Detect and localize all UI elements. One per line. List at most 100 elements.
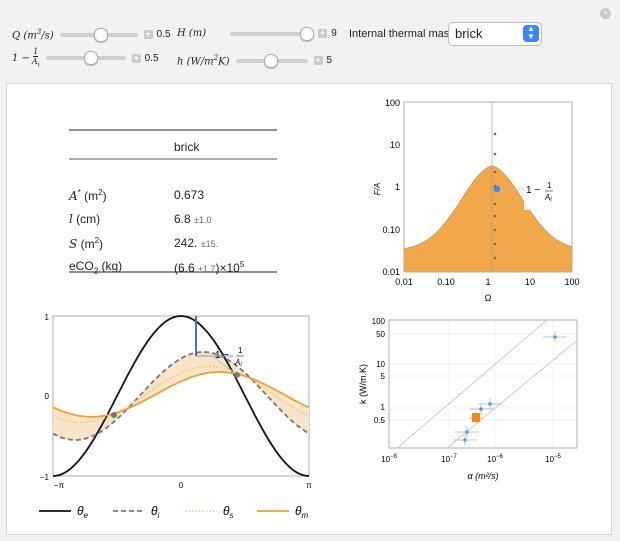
Q-control: Q (m3/s) + 0.5 [12,27,171,42]
Ai-value: 0.5 [144,52,159,64]
scatter-point [553,335,557,339]
Ai-slider-knob[interactable] [83,51,98,66]
x-tick: 10−6 [487,454,503,464]
contour-marker [493,256,497,260]
Q-slider[interactable] [59,27,138,42]
svg-text:1: 1 [238,346,243,355]
row-label-l: l (cm) [69,212,101,226]
table-row: A* (m2) 0.673 [69,183,276,207]
results-table: brick A* (m2) 0.673 l (cm) 6.8 ±1.0 S (m… [69,135,276,279]
x-tick: 0.01 [395,277,413,287]
row-label-A: A* (m2) [69,187,107,203]
y-tick: 50 [376,330,385,339]
y-tick: 10 [390,140,400,150]
highlight-point [472,413,480,422]
row-label-co2: eCO2 (kg) [69,258,123,276]
x-tick: 10−8 [381,454,397,464]
Q-expand-icon[interactable]: + [143,29,153,40]
scatter-diagonals [396,320,577,448]
theta-e-curve [52,315,310,477]
x-tick: 10−7 [441,454,457,464]
row-uncertainty: ±1.7 [198,263,216,274]
contour-markers [493,132,497,260]
scatter-point [463,438,467,442]
svg-text:1: 1 [547,181,552,190]
x-tick: 10 [525,277,535,287]
thermal-mass-selected: brick [455,26,483,41]
row-uncertainty: ±1.0 [194,215,212,225]
Ai-control: 1 −1 Ai + 0.5 [12,47,159,70]
wave-legend: θe θi θs θm [39,504,309,520]
row-value: 6.8 [174,212,191,226]
H-slider-knob[interactable] [300,26,315,41]
legend-theta-s: θs [223,504,234,520]
scatter-point [479,407,483,411]
row-label-S: S (m2) [69,235,104,251]
contour-band [404,165,572,272]
current-point-marker [493,185,501,193]
y-tick: 0.10 [382,225,400,235]
theta-i-curve [52,351,310,441]
table-header: brick [174,140,200,154]
table-row: S (m2) 242. ±15. [69,231,276,255]
legend-theta-m: θm [295,504,309,520]
h-label: h (W/m2K) [177,54,230,68]
svg-text:Ai: Ai [234,358,242,368]
x-tick: 100 [564,277,579,287]
Ai-label: 1 −1 Ai [12,47,40,69]
x-axis-label: α (m²/s) [467,471,498,481]
x-tick: −π [54,481,65,490]
scatter-plot: 100 50 10 5 1 0.5 10−8 10−7 10−6 10−5 α … [358,317,578,481]
row-uncertainty: ±15. [200,239,219,249]
y-tick: 100 [385,98,400,108]
chevron-updown-icon[interactable]: ▲ ▼ [523,25,539,42]
intersection-marker [111,412,117,418]
y-axis-label: F/A [373,183,382,195]
h-slider[interactable] [235,53,308,68]
y-tick: 1 [395,182,400,192]
y-tick: 0 [45,392,50,401]
Ai-expand-icon[interactable]: + [131,52,141,63]
h-slider-knob[interactable] [263,53,278,68]
y-tick: 0.01 [382,267,400,277]
wave-plot: 1 − 1 Ai 1 0 −1 −π 0 π [40,313,312,490]
contour-marker [493,202,497,206]
scatter-point [488,402,492,406]
H-slider[interactable] [230,26,315,41]
contour-bands [404,165,572,272]
y-tick: 100 [372,317,386,326]
y-tick: 5 [381,372,386,381]
y-tick: 1 [45,313,50,322]
theta-m-curve [52,371,310,418]
reset-gear-icon[interactable]: + [600,8,611,19]
contour-marker [493,242,497,246]
thermal-mass-label: Internal thermal mass [349,28,455,40]
H-expand-icon[interactable]: + [318,28,328,38]
x-tick: 1 [485,277,490,287]
svg-text:Ai: Ai [544,193,552,203]
table-header-row: brick [69,135,276,159]
y-tick: −1 [40,473,50,482]
y-axis-label: k (W/m.K) [358,364,368,404]
scatter-grid [389,320,577,448]
legend-theta-i: θi [151,504,160,520]
H-label: H (m) [177,28,207,39]
table-row: eCO2 (kg) (6.6 ±1.7)×105 [69,255,276,279]
contour-marker [493,132,497,136]
y-tick: 10 [376,360,385,369]
x-axis-label: Ω [485,293,492,303]
Ai-slider[interactable] [45,51,126,66]
x-tick: 10−5 [545,454,561,464]
contour-marker [493,170,497,174]
Q-label: Q (m3/s) [12,28,54,42]
h-value: 5 [326,55,333,67]
Q-value: 0.5 [156,29,171,41]
H-value: 9 [331,28,337,39]
x-tick: 0 [179,481,184,490]
h-expand-icon[interactable]: + [313,55,323,66]
row-value: 0.673 [174,188,205,202]
contour-marker [493,152,497,156]
thermal-mass-select[interactable]: brick ▲ ▼ [448,22,542,46]
scatter-point [465,430,469,434]
Q-slider-knob[interactable] [93,27,108,42]
